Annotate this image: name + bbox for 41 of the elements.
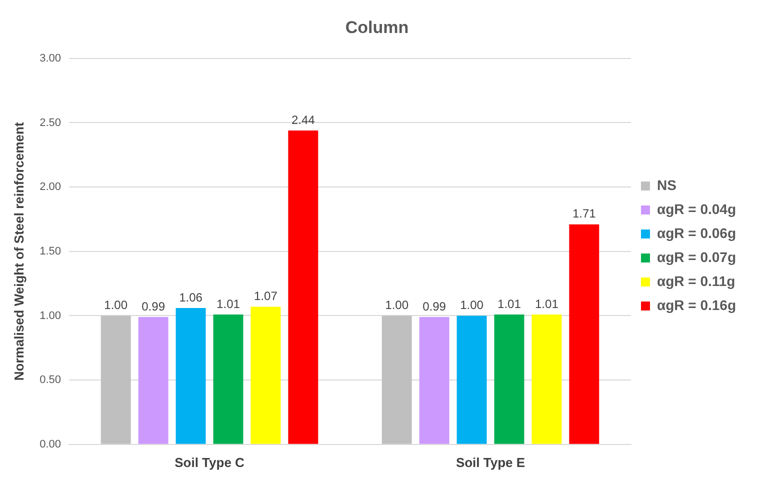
data-label: 1.00 [104,298,128,312]
data-label: 2.44 [291,112,316,127]
legend-label: NS [656,176,676,193]
bar [100,316,131,444]
bar [532,314,562,444]
data-label: 1.00 [385,298,409,312]
bar [456,316,487,444]
y-tick-label: 0.00 [40,438,62,450]
data-label: 1.01 [535,296,559,311]
y-tick-label: 2.50 [40,116,62,129]
chart-title: Column [345,18,409,37]
x-tick-label: Soil Type E [456,454,526,470]
bar [419,317,450,444]
legend-label: αgR = 0.11g [656,272,736,289]
data-label: 0.99 [142,299,166,314]
bar [382,316,412,444]
legend-label: αgR = 0.06g [656,224,736,241]
data-label: 0.99 [422,299,446,314]
bar [176,308,206,444]
y-tick-label: 0.50 [40,374,62,386]
data-label: 1.00 [460,298,484,312]
y-axis-title: Normalised Weight of Steel reinforcement [11,122,26,381]
bar [288,130,318,444]
x-tick-label: Soil Type C [174,454,246,470]
y-tick-label: 2.00 [40,181,62,194]
legend-label: αgR = 0.07g [656,248,736,265]
data-label: 1.07 [254,289,278,304]
legend-label: αgR = 0.16g [656,296,736,313]
data-label: 1.06 [179,290,203,304]
legend-label: αgR = 0.04g [656,200,736,217]
bar [250,306,281,444]
data-label: 1.01 [498,296,522,311]
bar [494,314,524,444]
y-tick-label: 1.00 [40,310,62,322]
bar [138,317,168,444]
y-tick-label: 3.00 [40,52,62,64]
bar [569,224,600,444]
data-label: 1.01 [216,296,240,311]
y-tick-label: 1.50 [40,245,62,258]
bar [213,314,244,444]
data-label: 1.71 [572,206,596,221]
